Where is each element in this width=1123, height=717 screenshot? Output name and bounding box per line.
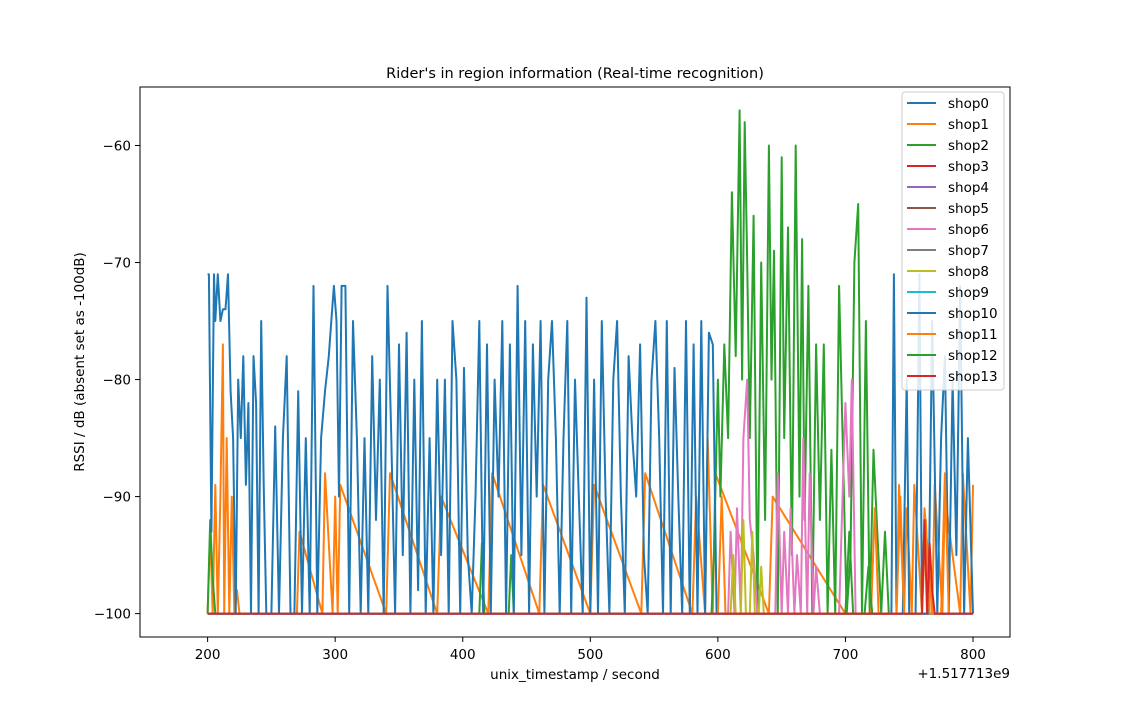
legend-label-shop11: shop11 xyxy=(948,327,998,343)
y-axis-label: RSSI / dB (absent set as -100dB) xyxy=(72,252,88,472)
x-tick-label: 300 xyxy=(322,647,348,663)
legend-label-shop2: shop2 xyxy=(948,138,989,154)
y-tick-label: −90 xyxy=(103,490,132,506)
legend-label-shop0: shop0 xyxy=(948,96,989,112)
legend-label-shop12: shop12 xyxy=(948,348,998,364)
legend-label-shop10: shop10 xyxy=(948,306,998,322)
y-tick-label: −80 xyxy=(103,373,132,389)
x-tick-label: 200 xyxy=(195,647,221,663)
legend-label-shop5: shop5 xyxy=(948,201,989,217)
legend-label-shop13: shop13 xyxy=(948,369,998,385)
x-tick-label: 700 xyxy=(833,647,859,663)
legend-label-shop8: shop8 xyxy=(948,264,989,280)
legend-label-shop6: shop6 xyxy=(948,222,989,238)
x-tick-label: 400 xyxy=(450,647,476,663)
legend-label-shop7: shop7 xyxy=(948,243,989,259)
x-axis-label: unix_timestamp / second xyxy=(490,667,660,683)
x-tick-label: 600 xyxy=(705,647,731,663)
y-tick-label: −100 xyxy=(94,607,131,623)
chart-title: Rider's in region information (Real-time… xyxy=(386,66,764,82)
x-tick-label: 500 xyxy=(577,647,603,663)
y-tick-label: −60 xyxy=(103,139,132,155)
legend-label-shop1: shop1 xyxy=(948,117,989,133)
plot-frame xyxy=(139,86,1011,638)
legend-label-shop3: shop3 xyxy=(948,159,989,175)
x-offset-label: +1.517713e9 xyxy=(917,666,1010,682)
series-line-shop13 xyxy=(207,519,973,615)
y-axis: −100 −90 −80 −70 −60 xyxy=(94,139,140,623)
legend: shop0 shop1 shop2 shop3 shop4 shop5 shop6 shop7… xyxy=(901,91,1005,391)
x-tick-label: 800 xyxy=(960,647,986,663)
x-axis: 200 300 400 500 600 700 800 xyxy=(195,637,986,663)
legend-box xyxy=(901,91,1005,391)
legend-label-shop9: shop9 xyxy=(948,285,989,301)
y-tick-label: −70 xyxy=(103,256,132,272)
legend-label-shop4: shop4 xyxy=(948,180,989,196)
